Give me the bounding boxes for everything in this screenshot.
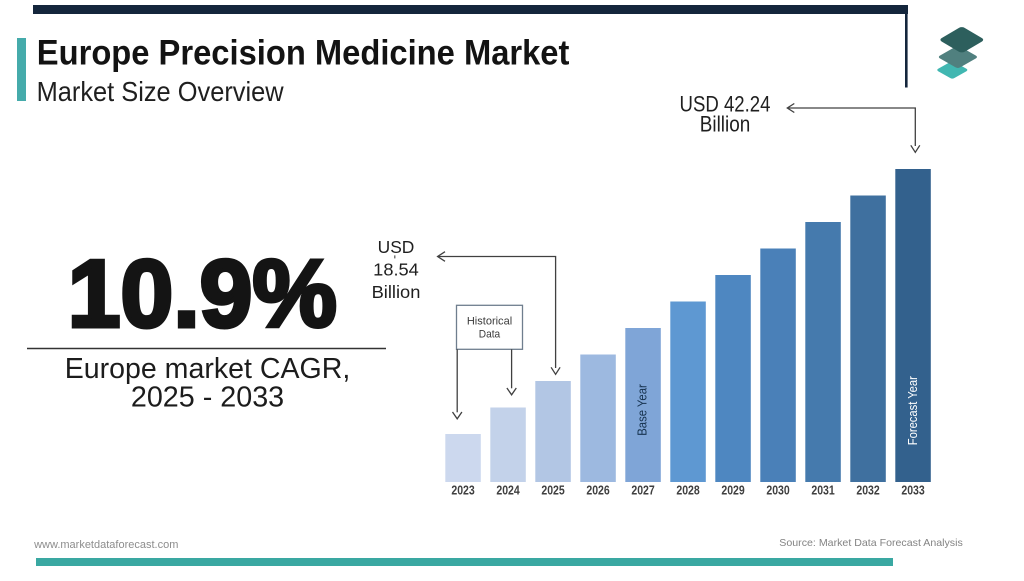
svg-text:Forecast Year: Forecast Year: [905, 376, 920, 446]
svg-text:18.54: 18.54: [373, 260, 419, 280]
svg-text:www.marketdataforecast.com: www.marketdataforecast.com: [33, 539, 178, 551]
svg-text:10.9%: 10.9%: [68, 240, 337, 347]
svg-text:Source: Market Data Forecast A: Source: Market Data Forecast Analysis: [779, 537, 963, 549]
svg-text:2029: 2029: [721, 483, 744, 498]
svg-text:Billion: Billion: [372, 282, 421, 302]
svg-text:2031: 2031: [811, 483, 834, 498]
svg-text:2032: 2032: [856, 483, 879, 498]
svg-text:Base Year: Base Year: [636, 384, 650, 436]
svg-text:Market Size Overview: Market Size Overview: [37, 76, 285, 107]
svg-text:Historical: Historical: [467, 315, 512, 327]
svg-text:Data: Data: [479, 329, 501, 341]
svg-text:2025: 2025: [541, 483, 564, 498]
svg-text:2027: 2027: [631, 483, 654, 498]
svg-text:2030: 2030: [766, 483, 789, 498]
svg-text:Billion: Billion: [700, 111, 751, 136]
svg-text:2028: 2028: [676, 483, 699, 498]
svg-text:Europe Precision Medicine Mark: Europe Precision Medicine Market: [37, 34, 570, 73]
svg-text:2033: 2033: [901, 483, 924, 498]
svg-text:2023: 2023: [451, 483, 474, 498]
svg-text:2026: 2026: [586, 483, 609, 498]
svg-text:Europe market CAGR,: Europe market CAGR,: [65, 353, 351, 385]
svg-text:USD 42.24: USD 42.24: [680, 92, 771, 117]
svg-text:2024: 2024: [496, 483, 520, 498]
svg-text:USD: USD: [378, 237, 415, 257]
svg-text:2025 - 2033: 2025 - 2033: [131, 382, 284, 414]
